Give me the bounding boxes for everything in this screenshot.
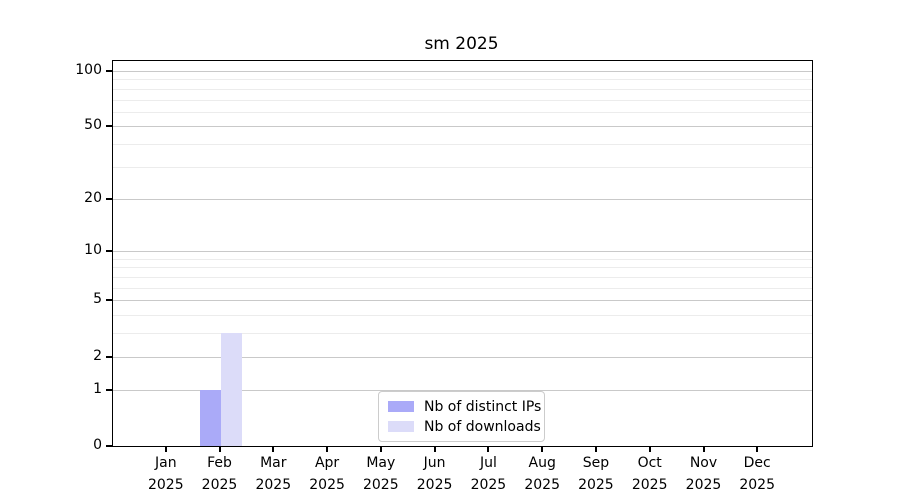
- y-tick-mark: [106, 69, 112, 72]
- x-tick-mark: [648, 446, 651, 452]
- legend-label-distinct-ips: Nb of distinct IPs: [424, 398, 542, 415]
- x-tick-month: Nov: [689, 455, 718, 471]
- y-tick-mark: [106, 125, 112, 128]
- gridline-major: [113, 198, 812, 200]
- x-tick-year: 2025: [578, 477, 614, 493]
- gridline-major: [113, 126, 812, 128]
- x-tick-mark: [756, 446, 759, 452]
- x-tick-month: Jun: [423, 455, 446, 471]
- x-tick-mark: [272, 446, 275, 452]
- y-tick-mark: [106, 445, 112, 447]
- x-tick-year: 2025: [362, 477, 399, 493]
- x-tick-year: 2025: [201, 477, 238, 493]
- gridline-minor: [113, 267, 812, 269]
- gridline-minor: [113, 277, 812, 278]
- legend-entry-downloads: Nb of downloads: [388, 418, 541, 435]
- legend-swatch-downloads: [388, 421, 414, 432]
- x-tick-label: Jul 2025: [456, 452, 520, 496]
- gridline-minor: [113, 144, 812, 146]
- y-tick-label: 50: [84, 117, 102, 134]
- x-tick-label: Nov 2025: [672, 452, 736, 496]
- y-tick-label: 10: [84, 242, 102, 259]
- x-tick-label: Aug 2025: [510, 452, 574, 496]
- x-tick-month: Dec: [743, 455, 771, 471]
- x-tick-year: 2025: [309, 477, 345, 493]
- y-tick-label: 1: [93, 380, 102, 397]
- x-tick-label: May 2025: [349, 452, 413, 496]
- x-tick-month: Apr: [314, 455, 340, 471]
- x-tick-label: Apr 2025: [295, 452, 359, 496]
- legend-swatch-distinct-ips: [388, 401, 414, 412]
- x-tick-year: 2025: [470, 477, 507, 493]
- x-tick-month: Jan: [155, 455, 177, 471]
- gridline-minor: [113, 111, 812, 113]
- x-tick-year: 2025: [631, 477, 668, 493]
- x-tick-label: Oct 2025: [618, 452, 682, 496]
- y-tick-label: 100: [75, 61, 102, 78]
- x-tick-month: Jul: [479, 455, 497, 471]
- y-tick-label: 0: [93, 437, 102, 453]
- y-tick-mark: [106, 197, 112, 200]
- y-tick-mark: [106, 388, 112, 391]
- plot-area: [112, 60, 813, 447]
- x-tick-month: May: [366, 455, 396, 471]
- x-tick-year: 2025: [255, 477, 292, 493]
- legend-label-downloads: Nb of downloads: [424, 418, 541, 435]
- y-tick-mark: [106, 355, 112, 358]
- bar-feb-downloads: [220, 333, 242, 446]
- gridline-minor: [113, 287, 812, 289]
- x-tick-label: Sep 2025: [564, 452, 628, 496]
- gridline-minor: [113, 79, 812, 81]
- chart-title: sm 2025: [424, 34, 499, 54]
- y-tick-label: 2: [93, 347, 102, 364]
- x-tick-mark: [594, 446, 597, 452]
- legend: Nb of distinct IPs Nb of downloads: [378, 391, 545, 442]
- x-tick-month: Mar: [260, 455, 287, 471]
- x-tick-month: Sep: [582, 455, 610, 471]
- x-tick-year: 2025: [739, 477, 775, 493]
- bar-feb-distinct-ips: [199, 389, 221, 446]
- x-tick-label: Jun 2025: [403, 452, 467, 496]
- x-tick-month: Aug: [528, 455, 556, 471]
- x-tick-label: Jan 2025: [134, 452, 198, 496]
- x-tick-mark: [326, 446, 329, 452]
- gridline-minor: [113, 333, 812, 335]
- x-tick-year: 2025: [416, 477, 453, 493]
- legend-entry-distinct-ips: Nb of distinct IPs: [388, 398, 542, 415]
- gridline-minor: [113, 315, 812, 317]
- x-tick-label: Feb 2025: [188, 452, 252, 496]
- y-tick-label: 20: [84, 189, 102, 206]
- x-tick-label: Dec 2025: [725, 452, 789, 496]
- x-tick-month: Feb: [207, 455, 232, 471]
- x-tick-year: 2025: [685, 477, 722, 493]
- x-tick-mark: [379, 446, 382, 452]
- x-tick-mark: [164, 446, 167, 452]
- gridline-minor: [113, 99, 812, 101]
- x-tick-mark: [433, 446, 436, 452]
- gridline-minor: [113, 166, 812, 168]
- x-tick-year: 2025: [147, 477, 184, 493]
- gridline-minor: [113, 258, 812, 260]
- y-tick-mark: [106, 250, 112, 253]
- gridline-major: [113, 70, 812, 72]
- x-tick-mark: [218, 446, 221, 452]
- gridline-major: [113, 251, 812, 253]
- x-tick-mark: [541, 446, 544, 452]
- x-tick-mark: [702, 446, 705, 452]
- y-tick-mark: [106, 299, 112, 302]
- y-tick-label: 5: [93, 291, 102, 308]
- x-tick-year: 2025: [524, 477, 560, 493]
- gridline-major: [113, 300, 812, 302]
- x-tick-month: Oct: [637, 455, 662, 471]
- gridline-minor: [113, 88, 812, 90]
- x-tick-label: Mar 2025: [241, 452, 305, 496]
- gridline-major: [113, 389, 812, 391]
- gridline-major: [113, 356, 812, 358]
- x-tick-mark: [487, 446, 490, 452]
